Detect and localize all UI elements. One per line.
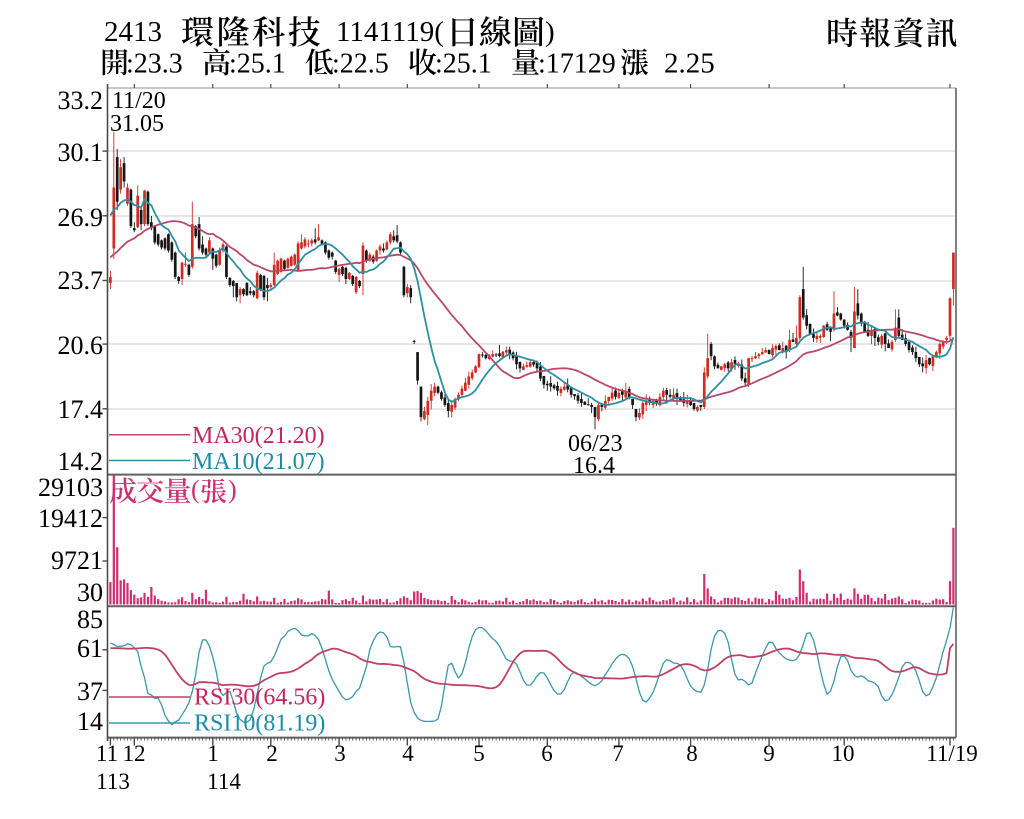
svg-text:4: 4	[402, 741, 414, 766]
svg-text:61: 61	[77, 634, 103, 663]
svg-text:2.25: 2.25	[664, 48, 715, 80]
svg-text:14.2: 14.2	[58, 447, 104, 476]
svg-text:2: 2	[266, 741, 278, 766]
svg-text:29103: 29103	[38, 473, 103, 502]
svg-text:RSI10(81.19): RSI10(81.19)	[194, 711, 325, 737]
svg-text:14: 14	[77, 707, 103, 736]
svg-text::23.3: :23.3	[126, 49, 183, 80]
svg-text:06/23: 06/23	[568, 431, 623, 457]
svg-text:11/19: 11/19	[926, 741, 978, 766]
svg-text::25.1: :25.1	[229, 49, 286, 80]
svg-text:30.1: 30.1	[58, 138, 104, 167]
svg-text:30: 30	[77, 578, 103, 607]
svg-text:3: 3	[334, 741, 346, 766]
svg-text:9721: 9721	[51, 546, 103, 575]
svg-text:(: (	[191, 475, 200, 504]
svg-text:19412: 19412	[38, 504, 103, 533]
svg-text:1141119(: 1141119(	[336, 16, 444, 48]
svg-text:11: 11	[96, 741, 118, 766]
svg-text:17.4: 17.4	[58, 395, 104, 424]
svg-text::25.1: :25.1	[435, 49, 492, 80]
svg-text:6: 6	[541, 741, 553, 766]
svg-text:): )	[545, 16, 555, 48]
svg-text:9: 9	[763, 741, 775, 766]
svg-text:10: 10	[832, 741, 855, 766]
svg-text:1: 1	[207, 741, 219, 766]
svg-text:7: 7	[612, 741, 624, 766]
svg-text:26.9: 26.9	[58, 203, 104, 232]
svg-text:5: 5	[473, 741, 485, 766]
svg-text:31.05: 31.05	[110, 111, 164, 137]
svg-text:33.2: 33.2	[58, 86, 104, 115]
svg-text:MA30(21.20): MA30(21.20)	[192, 423, 325, 449]
svg-text:8: 8	[686, 741, 698, 766]
svg-text:20.6: 20.6	[58, 331, 104, 360]
svg-text:12: 12	[123, 741, 146, 766]
svg-text::22.5: :22.5	[332, 49, 389, 80]
svg-text:37: 37	[77, 677, 103, 706]
svg-text:2413: 2413	[104, 16, 162, 48]
svg-text:11/20: 11/20	[112, 88, 166, 114]
svg-text:16.4: 16.4	[573, 453, 615, 479]
svg-text:114: 114	[207, 769, 241, 794]
svg-text:RSI30(64.56): RSI30(64.56)	[194, 685, 325, 711]
svg-text:MA10(21.07): MA10(21.07)	[192, 449, 325, 475]
svg-text:113: 113	[96, 769, 130, 794]
svg-text:): )	[228, 475, 237, 504]
svg-text:85: 85	[77, 605, 103, 634]
svg-text::17129: :17129	[538, 49, 616, 80]
svg-text:23.7: 23.7	[58, 266, 104, 295]
